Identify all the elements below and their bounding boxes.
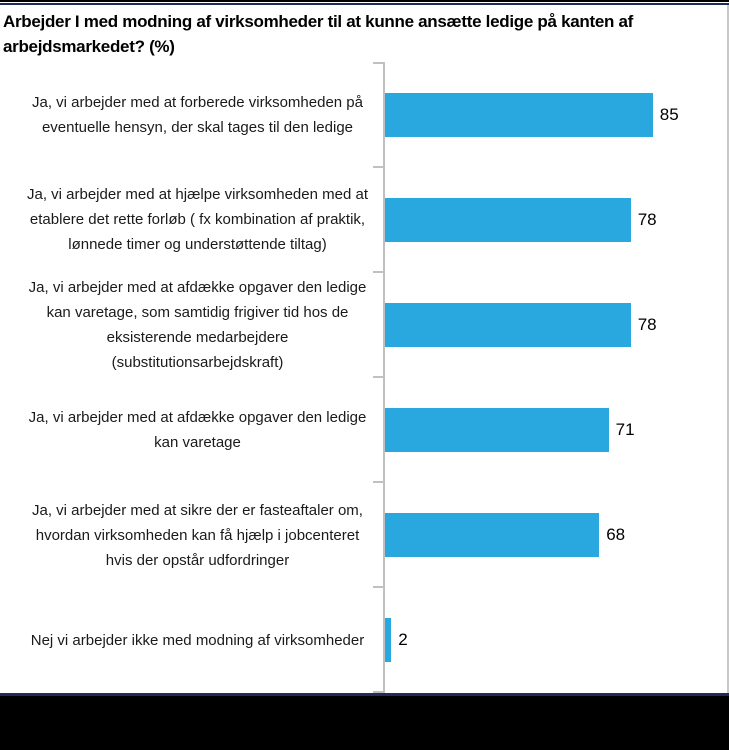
bar xyxy=(385,513,600,558)
chart-content: Arbejder I med modning af virksomheder t… xyxy=(0,5,729,693)
category-label: Ja, vi arbejder med at hjælpe virksomhed… xyxy=(26,186,368,254)
bar xyxy=(385,618,392,663)
bar-zone: 78 xyxy=(383,167,727,272)
bar xyxy=(385,302,631,347)
category-axis-line xyxy=(383,62,385,693)
category-label: Nej vi arbejder ikke med modning af virk… xyxy=(30,631,365,649)
value-label: 78 xyxy=(637,314,657,334)
chart-row: Ja, vi arbejder med at afdække opgaver d… xyxy=(0,272,727,377)
chart-row: Ja, vi arbejder med at sikre der er fast… xyxy=(0,483,727,588)
chart-row: Ja, vi arbejder med at hjælpe virksomhed… xyxy=(0,167,727,272)
axis-tick xyxy=(373,271,383,273)
bar xyxy=(385,408,609,453)
top-white-gap xyxy=(0,2,729,3)
bar-zone: 78 xyxy=(383,272,727,377)
bar xyxy=(385,197,631,242)
category-label: Ja, vi arbejder med at afdække opgaver d… xyxy=(28,409,367,452)
value-label: 85 xyxy=(659,104,679,124)
axis-tick xyxy=(373,691,383,693)
axis-tick xyxy=(373,586,383,588)
axis-tick xyxy=(373,481,383,483)
value-label: 78 xyxy=(637,209,657,229)
bar-zone: 85 xyxy=(383,62,727,167)
category-label: Ja, vi arbejder med at forberede virksom… xyxy=(31,93,363,136)
value-label: 2 xyxy=(398,630,408,650)
axis-tick xyxy=(373,376,383,378)
top-navy-border xyxy=(0,3,729,5)
axis-tick xyxy=(373,62,383,64)
chart-row: Ja, vi arbejder med at forberede virksom… xyxy=(0,62,727,167)
bar xyxy=(385,92,653,137)
category-label: Ja, vi arbejder med at sikre der er fast… xyxy=(32,501,363,569)
bar-zone: 2 xyxy=(383,588,727,693)
top-black-edge xyxy=(0,0,729,2)
bar-zone: 68 xyxy=(383,483,727,588)
value-label: 71 xyxy=(615,420,635,440)
bottom-navy-border xyxy=(0,693,729,696)
chart-title: Arbejder I med modning af virksomheder t… xyxy=(3,12,634,56)
chart-row: Ja, vi arbejder med at afdække opgaver d… xyxy=(0,378,727,483)
bottom-black-band xyxy=(0,696,729,750)
bar-zone: 71 xyxy=(383,378,727,483)
axis-tick xyxy=(373,166,383,168)
bar-chart: Ja, vi arbejder med at forberede virksom… xyxy=(0,62,727,693)
value-label: 68 xyxy=(606,525,626,545)
chart-row: Nej vi arbejder ikke med modning af virk… xyxy=(0,588,727,693)
chart-rows: Ja, vi arbejder med at forberede virksom… xyxy=(0,62,727,693)
category-label: Ja, vi arbejder med at afdække opgaver d… xyxy=(28,278,367,371)
